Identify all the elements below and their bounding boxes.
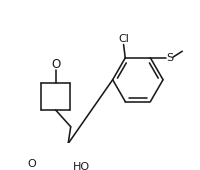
Polygon shape: [48, 143, 68, 160]
Text: O: O: [27, 159, 35, 169]
Text: Cl: Cl: [118, 34, 128, 44]
Text: O: O: [51, 58, 60, 71]
Text: S: S: [165, 53, 172, 63]
Text: HO: HO: [72, 162, 89, 170]
